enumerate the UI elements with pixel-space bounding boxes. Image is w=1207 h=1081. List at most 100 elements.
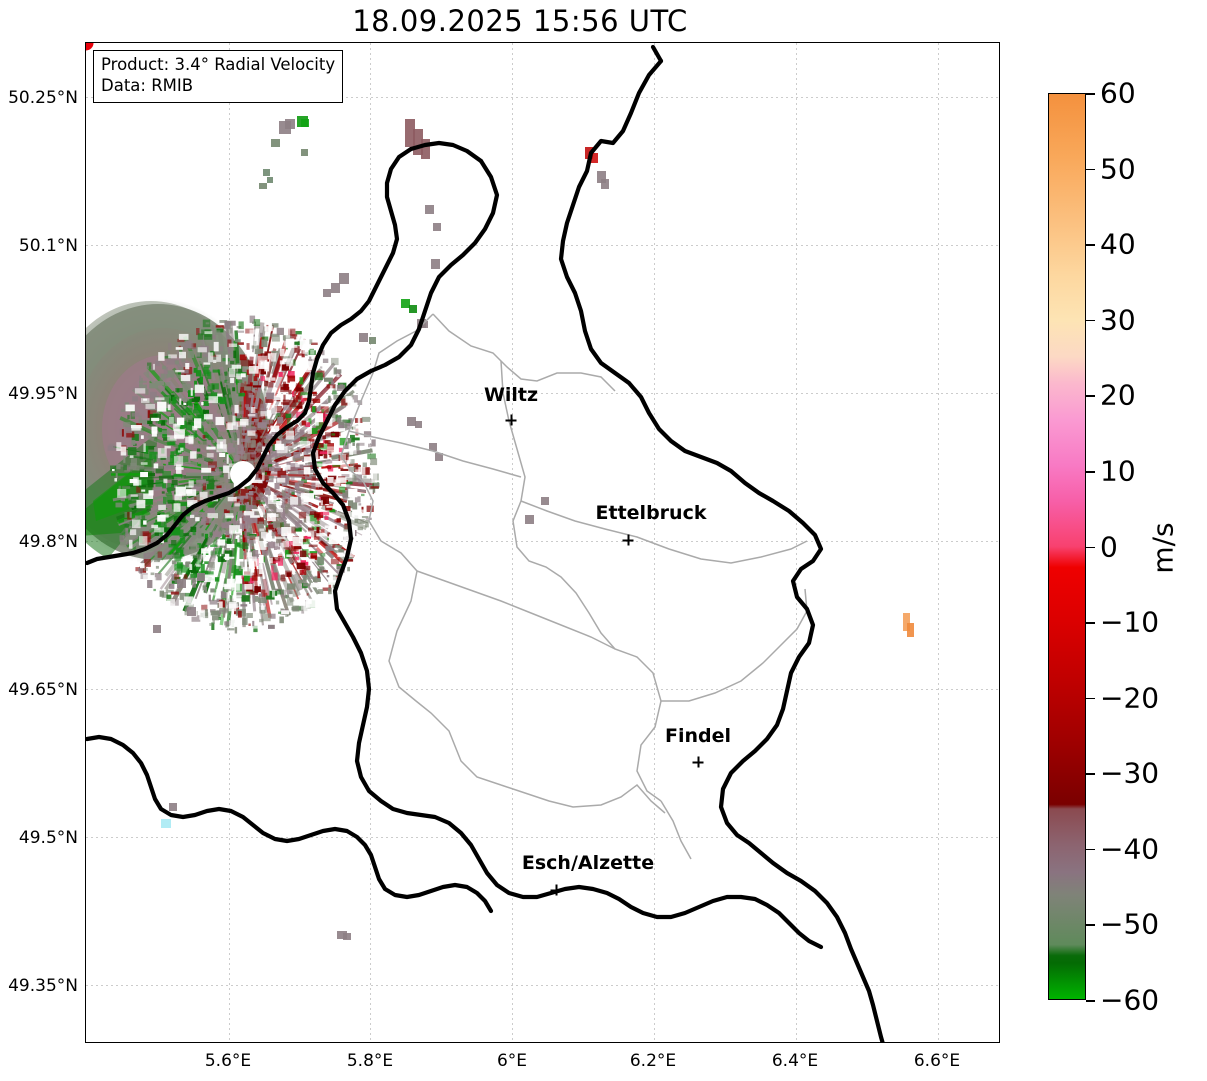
echo-fragment bbox=[267, 177, 273, 183]
gridline-vertical bbox=[654, 43, 655, 1042]
echo-fragment bbox=[525, 515, 534, 524]
gridline-vertical bbox=[370, 43, 371, 1042]
gridline-horizontal bbox=[86, 985, 999, 986]
map-canvas: Wiltz Ettelbruck Findel Esch/Alzette Pro… bbox=[86, 43, 999, 1042]
colorbar-tick bbox=[1086, 1000, 1095, 1002]
y-tick-label: 49.65°N bbox=[8, 680, 78, 700]
colorbar-tick bbox=[1086, 395, 1095, 397]
colorbar-tick-label: 0 bbox=[1100, 530, 1118, 563]
echo-fragment bbox=[409, 305, 417, 313]
echo-fragment bbox=[591, 153, 598, 163]
echo-fragment bbox=[259, 183, 267, 189]
echo-fragment bbox=[187, 607, 196, 616]
echo-fragment bbox=[359, 333, 368, 342]
colorbar-tick-label: 60 bbox=[1100, 76, 1136, 110]
colorbar-tick-label: 20 bbox=[1100, 378, 1136, 412]
colorbar-tick-label: −30 bbox=[1100, 756, 1160, 790]
colorbar-tick-label: 10 bbox=[1100, 454, 1136, 488]
city-label-esch-alzette: Esch/Alzette bbox=[521, 852, 655, 874]
page-title: 18.09.2025 15:56 UTC bbox=[352, 4, 688, 38]
echo-fragment bbox=[431, 259, 440, 269]
x-tick-label: 6.4°E bbox=[771, 1051, 819, 1071]
echo-fragment bbox=[177, 579, 186, 588]
echo-fragment bbox=[369, 337, 376, 344]
echo-fragment bbox=[153, 625, 161, 633]
y-tick-label: 49.8°N bbox=[18, 532, 78, 552]
gridline-vertical bbox=[796, 43, 797, 1042]
radar-site-marker[interactable] bbox=[86, 43, 94, 51]
colorbar-tick-label: −60 bbox=[1100, 983, 1160, 1017]
colorbar-unit-label: m/s bbox=[1146, 522, 1180, 574]
echo-fragment bbox=[263, 169, 270, 176]
y-tick-label: 49.95°N bbox=[8, 384, 78, 404]
echo-fragment bbox=[405, 119, 415, 147]
colorbar-tick-label: −20 bbox=[1100, 681, 1160, 715]
echo-fragment bbox=[271, 139, 280, 147]
gridline-vertical bbox=[938, 43, 939, 1042]
gridline-horizontal bbox=[86, 393, 999, 394]
city-marker-esch-alzette bbox=[550, 884, 562, 896]
echo-fragment bbox=[425, 205, 434, 214]
y-tick-label: 49.5°N bbox=[18, 828, 78, 848]
colorbar-tick bbox=[1086, 319, 1095, 322]
echo-fragment bbox=[541, 497, 549, 505]
city-marker-findel bbox=[692, 756, 704, 768]
gridline-horizontal bbox=[86, 541, 999, 542]
colorbar-tick bbox=[1086, 546, 1095, 549]
colorbar-tick-label: −50 bbox=[1100, 907, 1160, 941]
colorbar-tick bbox=[1086, 848, 1095, 851]
echo-fragment bbox=[601, 179, 609, 189]
radar-map-plot[interactable]: Wiltz Ettelbruck Findel Esch/Alzette Pro… bbox=[85, 42, 1000, 1043]
colorbar-tick-label: −40 bbox=[1100, 832, 1160, 866]
echo-fragment bbox=[161, 819, 171, 828]
city-marker-wiltz bbox=[505, 414, 517, 426]
echo-fragment bbox=[323, 289, 331, 297]
echo-fragment bbox=[343, 933, 351, 940]
gridline-horizontal bbox=[86, 689, 999, 690]
echo-fragment bbox=[337, 931, 347, 939]
colorbar-tick bbox=[1086, 244, 1095, 246]
echo-fragment bbox=[421, 139, 430, 159]
colorbar-tick bbox=[1086, 622, 1095, 624]
gridline-horizontal bbox=[86, 837, 999, 838]
colorbar-tick-label: 40 bbox=[1100, 227, 1136, 261]
echo-fragment bbox=[413, 129, 423, 155]
y-tick-label: 50.1°N bbox=[18, 236, 78, 256]
echo-fragment bbox=[407, 417, 416, 426]
echo-fragment bbox=[415, 421, 422, 428]
colorbar-tick bbox=[1086, 697, 1095, 700]
echo-fragment bbox=[401, 299, 410, 308]
echo-fragment bbox=[169, 803, 177, 811]
legend-data-line: Data: RMIB bbox=[101, 75, 194, 95]
gridline-vertical bbox=[512, 43, 513, 1042]
x-tick-label: 6.2°E bbox=[629, 1051, 677, 1071]
map-borders-layer bbox=[86, 44, 885, 1042]
echo-fragment bbox=[433, 223, 441, 231]
echo-fragment bbox=[301, 149, 308, 156]
x-tick-label: 5.6°E bbox=[204, 1051, 252, 1071]
x-tick-label: 6.6°E bbox=[913, 1051, 961, 1071]
city-label-wiltz: Wiltz bbox=[483, 384, 539, 406]
gridline-horizontal bbox=[86, 245, 999, 246]
echo-fragment bbox=[197, 573, 205, 581]
product-legend-box: Product: 3.4° Radial Velocity Data: RMIB bbox=[93, 50, 344, 103]
colorbar[interactable]: 60 50 40 30 20 10 0 −10 −20 −30 −40 −50 −60 bbox=[1048, 77, 1159, 1017]
x-tick-label: 5.8°E bbox=[346, 1051, 394, 1071]
echo-fragment bbox=[339, 273, 349, 284]
colorbar-tick bbox=[1086, 168, 1095, 171]
echo-fragment bbox=[597, 171, 606, 183]
radar-echo-layer bbox=[86, 299, 380, 634]
echo-fragment bbox=[421, 321, 428, 328]
echo-fragment bbox=[331, 283, 340, 293]
echo-fragment bbox=[903, 613, 910, 631]
echo-fragment bbox=[907, 623, 914, 637]
colorbar-tick-label: 50 bbox=[1100, 152, 1136, 186]
colorbar-tick bbox=[1086, 470, 1095, 473]
legend-product-line: Product: 3.4° Radial Velocity bbox=[101, 55, 336, 74]
city-marker-ettelbruck bbox=[622, 534, 634, 546]
echo-fragment bbox=[301, 119, 309, 127]
echo-fragment bbox=[285, 119, 295, 129]
colorbar-tick-label: −10 bbox=[1100, 605, 1160, 639]
isolated-echo-fragments bbox=[153, 116, 914, 940]
echo-fragment bbox=[429, 443, 437, 451]
